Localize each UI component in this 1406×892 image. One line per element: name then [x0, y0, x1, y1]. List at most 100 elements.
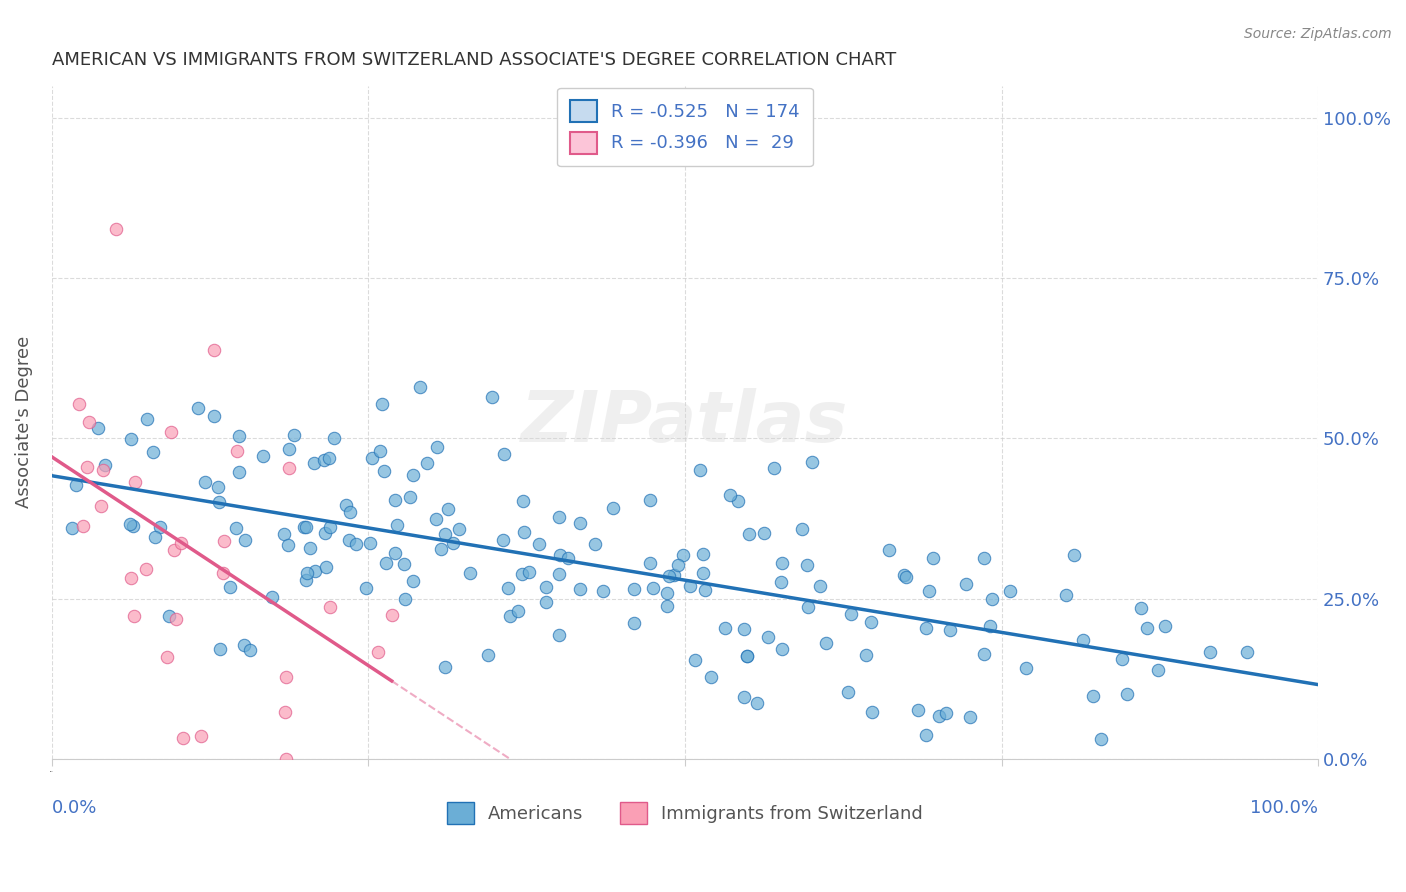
Point — [512, 494, 534, 508]
Point — [623, 616, 645, 631]
Point — [105, 222, 128, 236]
Point — [360, 451, 382, 466]
Point — [915, 621, 938, 635]
Point — [939, 623, 962, 637]
Point — [973, 647, 995, 661]
Point — [304, 564, 326, 578]
Point — [980, 591, 1002, 606]
Point — [202, 343, 225, 358]
Point — [548, 628, 571, 642]
Point — [922, 550, 945, 565]
Point — [548, 567, 571, 582]
Point — [145, 529, 167, 543]
Point — [1054, 588, 1077, 602]
Point — [655, 599, 678, 613]
Point — [492, 447, 515, 461]
Point — [860, 705, 883, 719]
Point — [367, 645, 389, 659]
Point — [790, 522, 813, 536]
Point — [194, 475, 217, 489]
Point — [120, 571, 142, 585]
Point — [877, 543, 900, 558]
Point — [124, 475, 146, 489]
Point — [437, 502, 460, 516]
Point — [796, 558, 818, 572]
Text: 100.0%: 100.0% — [1250, 799, 1319, 817]
Point — [918, 583, 941, 598]
Point — [727, 493, 749, 508]
Point — [283, 428, 305, 442]
Point — [506, 604, 529, 618]
Point — [315, 560, 337, 574]
Point — [534, 580, 557, 594]
Point — [274, 705, 297, 719]
Point — [683, 653, 706, 667]
Point — [955, 576, 977, 591]
Point — [392, 558, 415, 572]
Point — [638, 492, 661, 507]
Point — [335, 498, 357, 512]
Point — [998, 583, 1021, 598]
Point — [277, 538, 299, 552]
Point — [513, 524, 536, 539]
Point — [496, 581, 519, 595]
Point — [409, 380, 432, 394]
Point — [344, 537, 367, 551]
Legend: Americans, Immigrants from Switzerland: Americans, Immigrants from Switzerland — [440, 795, 931, 830]
Point — [93, 458, 115, 472]
Point — [91, 463, 114, 477]
Point — [274, 752, 297, 766]
Point — [90, 499, 112, 513]
Point — [294, 520, 316, 534]
Point — [1063, 548, 1085, 562]
Point — [318, 600, 340, 615]
Point — [770, 556, 793, 570]
Point — [278, 460, 301, 475]
Point — [859, 615, 882, 629]
Point — [770, 642, 793, 657]
Point — [638, 557, 661, 571]
Point — [756, 631, 779, 645]
Point — [337, 533, 360, 547]
Point — [156, 650, 179, 665]
Point — [1136, 622, 1159, 636]
Point — [207, 480, 229, 494]
Point — [672, 548, 695, 562]
Point — [135, 562, 157, 576]
Point — [394, 591, 416, 606]
Point — [163, 542, 186, 557]
Point — [492, 533, 515, 547]
Point — [295, 573, 318, 587]
Point — [557, 550, 579, 565]
Point — [1199, 645, 1222, 659]
Point — [277, 442, 299, 456]
Point — [517, 565, 540, 579]
Point — [225, 444, 247, 458]
Point — [142, 445, 165, 459]
Point — [1153, 619, 1175, 633]
Point — [190, 729, 212, 743]
Point — [298, 541, 321, 556]
Point — [458, 566, 481, 581]
Point — [1111, 652, 1133, 666]
Point — [689, 463, 711, 477]
Point — [170, 536, 193, 550]
Point — [212, 533, 235, 548]
Point — [65, 478, 87, 492]
Point — [666, 558, 689, 573]
Point — [136, 412, 159, 426]
Point — [359, 536, 381, 550]
Point — [122, 608, 145, 623]
Point — [477, 648, 499, 662]
Point — [252, 450, 274, 464]
Point — [399, 490, 422, 504]
Point — [208, 494, 231, 508]
Point — [1071, 632, 1094, 647]
Point — [733, 622, 755, 636]
Point — [762, 460, 785, 475]
Point — [441, 536, 464, 550]
Point — [202, 409, 225, 423]
Point — [692, 547, 714, 561]
Text: Source: ZipAtlas.com: Source: ZipAtlas.com — [1244, 27, 1392, 41]
Point — [314, 526, 336, 541]
